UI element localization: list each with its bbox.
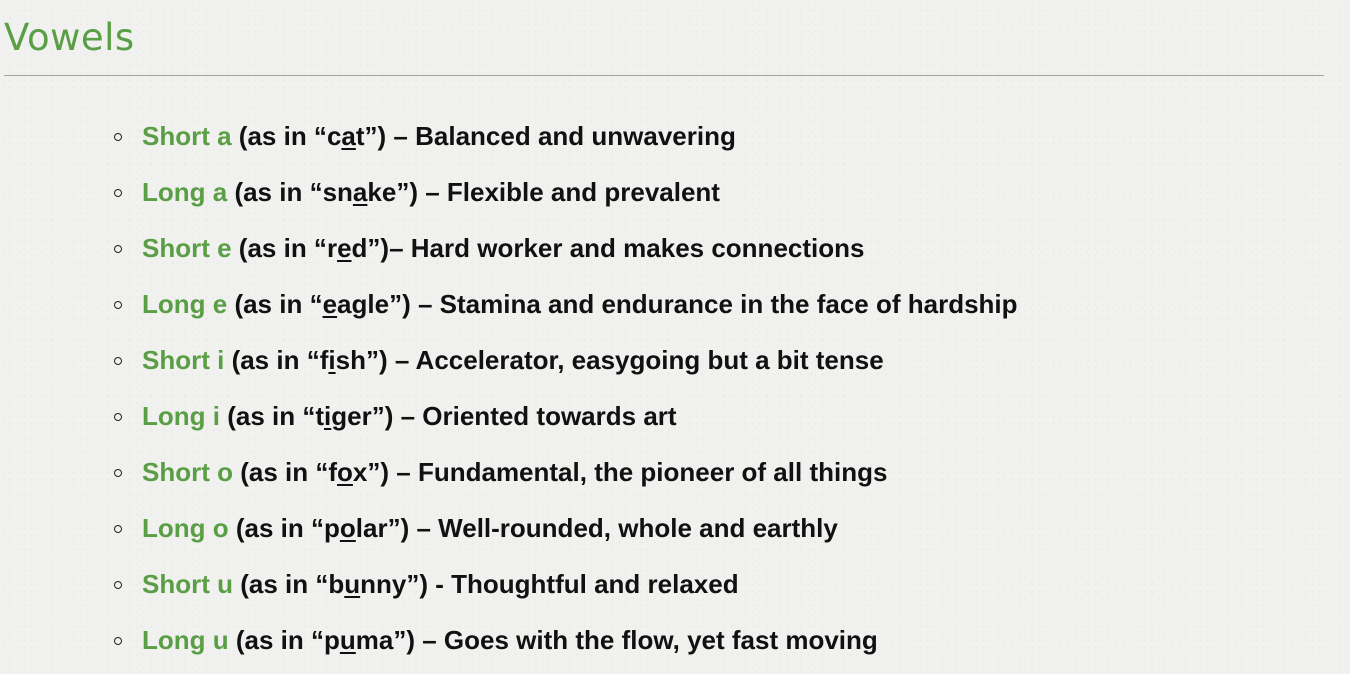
vowel-description: ”) – Well-rounded, whole and earthly xyxy=(387,512,838,543)
example-word-post: d xyxy=(351,232,368,263)
page-heading: Vowels xyxy=(4,16,135,59)
vowel-description: ”)– Hard worker and makes connections xyxy=(367,232,865,263)
example-word-post: ma xyxy=(355,624,394,655)
example-lead: (as in “ xyxy=(233,456,329,487)
vowel-name: Long u xyxy=(142,624,229,655)
vowel-item-short-a: Short a (as in “cat”) – Balanced and unw… xyxy=(114,108,1018,164)
vowel-name: Long a xyxy=(142,176,228,207)
example-word-pre: f xyxy=(319,344,329,375)
example-word-pre: c xyxy=(326,120,342,151)
vowel-description: ”) – Flexible and prevalent xyxy=(396,176,720,207)
vowel-description: ”) – Stamina and endurance in the face o… xyxy=(389,288,1018,319)
example-word-pre: r xyxy=(326,232,338,263)
example-lead: (as in “ xyxy=(224,344,320,375)
vowel-name: Long o xyxy=(142,512,229,543)
example-lead: (as in “ xyxy=(233,568,329,599)
highlighted-vowel: o xyxy=(339,512,356,543)
bullet-icon xyxy=(114,469,122,477)
highlighted-vowel: i xyxy=(324,400,332,431)
vowel-name: Long e xyxy=(142,288,228,319)
bullet-icon xyxy=(114,637,122,645)
example-word-pre: f xyxy=(328,456,338,487)
example-lead: (as in “ xyxy=(228,624,324,655)
bullet-icon xyxy=(114,525,122,533)
heading-divider xyxy=(4,75,1324,76)
vowel-item-long-i: Long i (as in “tiger”) – Oriented toward… xyxy=(114,388,1018,444)
vowel-description: ”) – Goes with the flow, yet fast moving xyxy=(393,624,878,655)
example-word-pre: p xyxy=(324,512,340,543)
vowel-list: Short a (as in “cat”) – Balanced and unw… xyxy=(114,108,1018,668)
vowel-item-long-a: Long a (as in “snake”) – Flexible and pr… xyxy=(114,164,1018,220)
vowel-item-short-u: Short u (as in “bunny”) - Thoughtful and… xyxy=(114,556,1018,612)
vowel-item-short-o: Short o (as in “fox”) – Fundamental, the… xyxy=(114,444,1018,500)
highlighted-vowel: u xyxy=(339,624,356,655)
vowel-description: ”) – Fundamental, the pioneer of all thi… xyxy=(367,456,888,487)
example-word-post: agle xyxy=(337,288,390,319)
example-word-post: t xyxy=(355,120,365,151)
vowel-name: Short e xyxy=(142,232,232,263)
example-lead: (as in “ xyxy=(231,120,327,151)
example-lead: (as in “ xyxy=(227,288,323,319)
highlighted-vowel: i xyxy=(328,344,336,375)
example-lead: (as in “ xyxy=(227,176,323,207)
vowel-name: Long i xyxy=(142,400,220,431)
vowel-description: ”) – Oriented towards art xyxy=(371,400,677,431)
vowel-description: ”) - Thoughtful and relaxed xyxy=(406,568,739,599)
highlighted-vowel: o xyxy=(337,456,353,487)
vowel-name: Short u xyxy=(142,568,233,599)
highlighted-vowel: a xyxy=(352,176,368,207)
example-lead: (as in “ xyxy=(231,232,327,263)
bullet-icon xyxy=(114,245,122,253)
vowel-item-long-u: Long u (as in “puma”) – Goes with the fl… xyxy=(114,612,1018,668)
highlighted-vowel: a xyxy=(341,120,356,151)
bullet-icon xyxy=(114,133,122,141)
vowel-item-short-e: Short e (as in “red”)– Hard worker and m… xyxy=(114,220,1018,276)
example-word-post: nny xyxy=(360,568,407,599)
vowel-description: ”) – Balanced and unwavering xyxy=(364,120,736,151)
vowel-item-long-o: Long o (as in “polar”) – Well-rounded, w… xyxy=(114,500,1018,556)
bullet-icon xyxy=(114,357,122,365)
example-lead: (as in “ xyxy=(219,400,316,431)
highlighted-vowel: u xyxy=(344,568,361,599)
vowel-description: ”) – Accelerator, easygoing but a bit te… xyxy=(365,344,884,375)
highlighted-vowel: e xyxy=(337,232,352,263)
example-word-pre: p xyxy=(324,624,340,655)
highlighted-vowel: e xyxy=(322,288,338,319)
example-word-pre: sn xyxy=(322,176,353,207)
bullet-icon xyxy=(114,189,122,197)
example-word-post: lar xyxy=(355,512,388,543)
vowel-item-short-i: Short i (as in “fish”) – Accelerator, ea… xyxy=(114,332,1018,388)
vowel-item-long-e: Long e (as in “eagle”) – Stamina and end… xyxy=(114,276,1018,332)
bullet-icon xyxy=(114,413,122,421)
example-word-post: ger xyxy=(331,400,372,431)
vowel-name: Short o xyxy=(142,456,233,487)
example-lead: (as in “ xyxy=(228,512,324,543)
example-word-pre: b xyxy=(328,568,345,599)
bullet-icon xyxy=(114,301,122,309)
vowel-name: Short i xyxy=(142,344,225,375)
example-word-post: ke xyxy=(367,176,397,207)
vowel-name: Short a xyxy=(142,120,232,151)
example-word-pre: t xyxy=(315,400,325,431)
example-word-post: x xyxy=(352,456,368,487)
example-word-post: sh xyxy=(335,344,366,375)
bullet-icon xyxy=(114,581,122,589)
